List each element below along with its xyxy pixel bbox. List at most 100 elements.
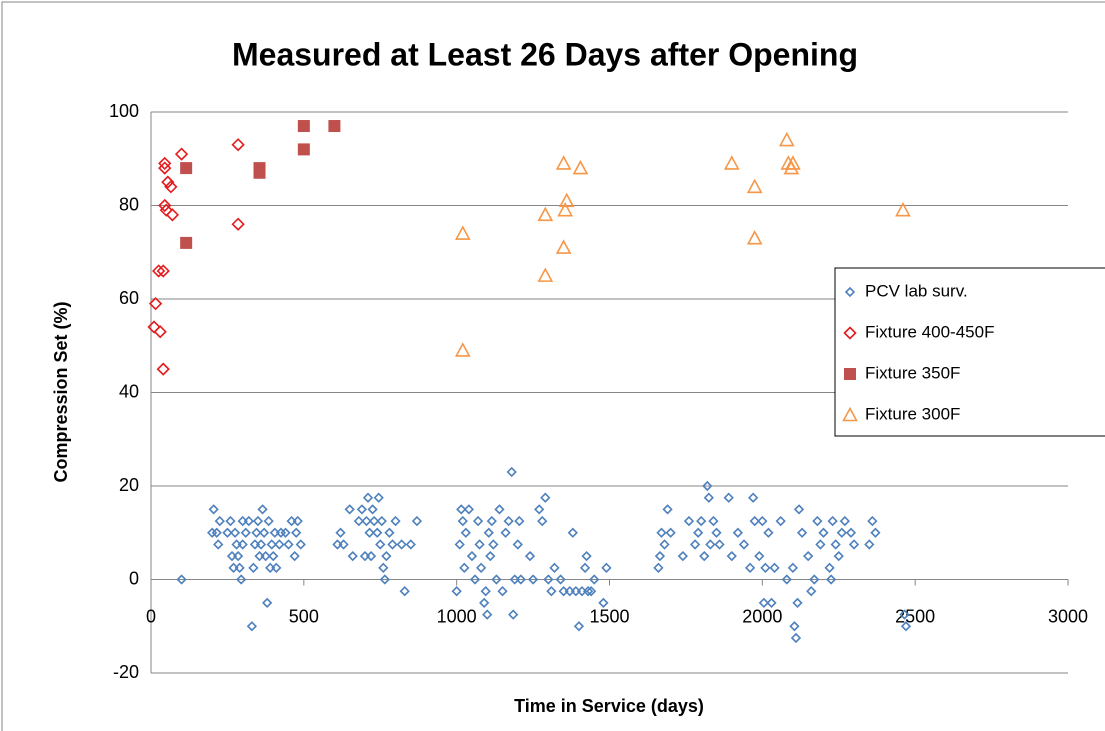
marker [474,539,485,550]
chart-title: Measured at Least 26 Days after Opening [232,36,858,72]
marker [488,539,499,550]
marker [405,539,416,550]
marker [703,492,714,503]
marker [705,539,716,550]
marker [480,586,491,597]
marker [848,539,860,550]
legend-label: PCV lab surv. [865,281,968,300]
marker [749,515,760,527]
marker [653,562,664,573]
marker [158,198,172,213]
marker [289,550,300,562]
marker [280,527,291,538]
marker [601,562,612,573]
marker [165,208,180,222]
marker [537,515,548,527]
marker [546,586,557,597]
legend-marker [844,368,856,380]
marker [659,539,670,550]
marker [512,539,523,550]
marker [572,159,589,175]
legend-label: Fixture 400-450F [865,322,994,341]
marker [514,515,525,527]
marker [257,504,268,515]
marker [240,527,251,538]
marker [180,162,193,175]
marker [411,515,423,527]
marker [243,515,254,527]
marker [757,515,768,527]
marker [362,492,374,503]
marker [378,562,389,573]
marker [763,527,774,538]
marker [723,492,734,503]
marker [746,178,763,194]
marker [367,504,378,515]
marker [500,527,511,538]
marker [485,550,496,562]
marker [708,515,719,527]
marker [836,527,847,538]
marker [790,632,802,644]
marker [582,586,594,597]
marker [558,192,575,208]
marker [376,515,387,527]
marker [347,550,358,562]
marker [711,527,722,538]
marker [263,515,274,527]
marker [260,550,271,562]
marker [396,539,407,550]
legend-box [834,267,1105,437]
marker [234,562,245,573]
marker [208,504,219,515]
marker [486,515,497,527]
marker [147,320,161,334]
marker [379,574,390,585]
marker [271,562,282,573]
marker [176,574,187,585]
marker [760,562,771,573]
marker [900,621,912,632]
marker [384,527,395,538]
marker [714,539,725,550]
marker [702,480,713,492]
marker [494,504,505,515]
marker [292,515,303,527]
marker [491,574,502,585]
marker [365,550,377,562]
marker [475,562,487,573]
marker [557,201,574,217]
marker [375,539,386,550]
marker [738,539,750,550]
marker [555,574,566,585]
y-tick-label: 100 [109,101,139,121]
marker [527,574,539,585]
marker [353,515,364,527]
marker [818,527,829,538]
marker [573,621,585,632]
marker [268,550,279,562]
marker [156,362,170,376]
marker [274,539,285,550]
x-tick-label: 1000 [437,606,477,626]
marker [867,515,878,527]
marker [555,239,572,254]
marker [231,138,245,152]
marker [508,609,519,620]
marker [222,527,233,538]
marker [454,225,471,240]
marker [769,562,780,573]
marker [845,527,857,538]
marker [466,550,478,562]
marker [589,574,600,585]
marker [693,527,704,538]
marker [361,515,372,527]
marker [662,504,673,515]
legend-marker [842,406,858,422]
marker [895,201,911,217]
marker [335,527,346,538]
marker [159,203,173,217]
marker [789,621,800,632]
marker [579,562,591,573]
marker [723,155,740,170]
